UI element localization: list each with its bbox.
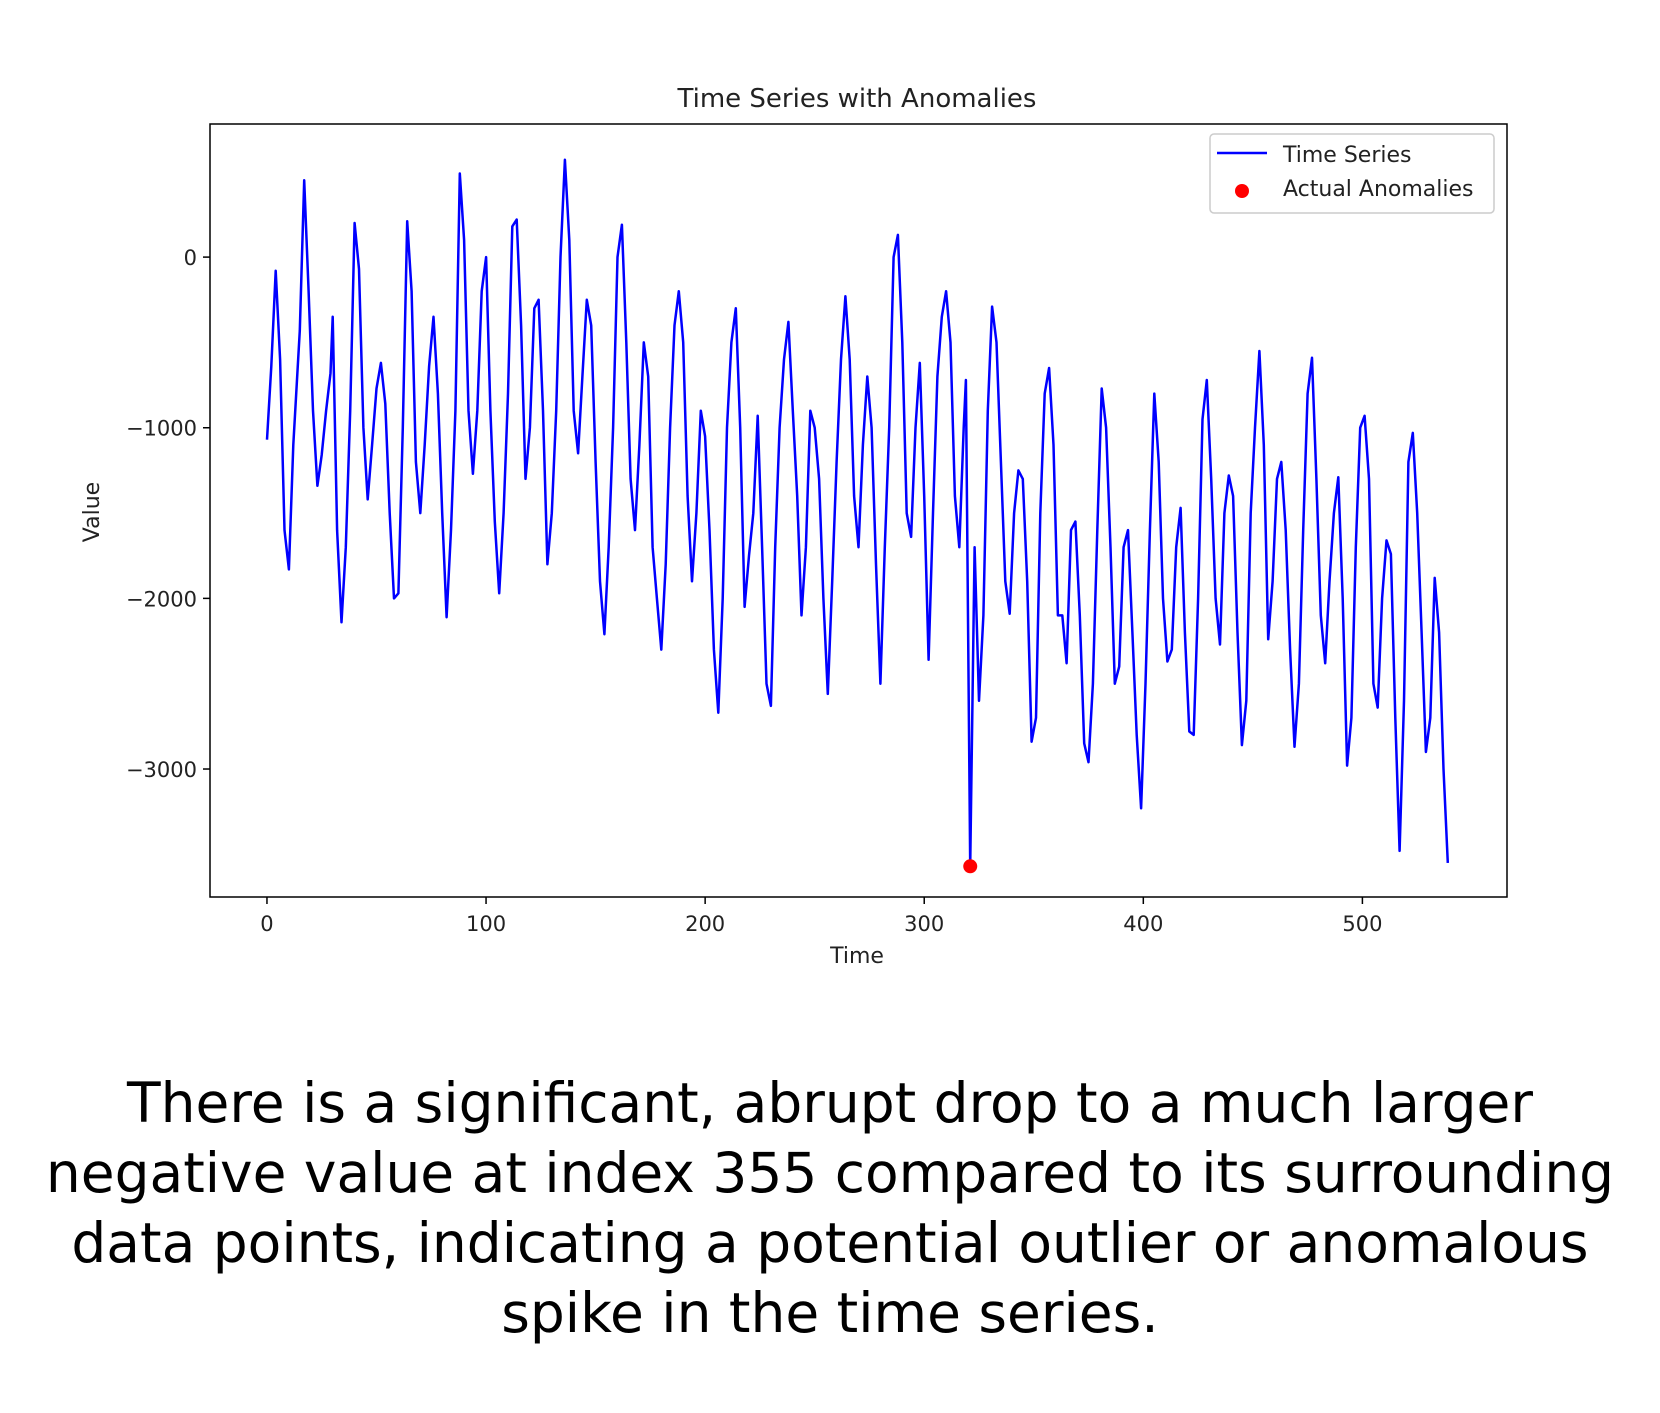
y-axis-label: Value bbox=[80, 482, 105, 542]
y-tick-label: −2000 bbox=[126, 587, 197, 611]
x-tick-label: 300 bbox=[904, 912, 944, 936]
legend: Time Series Actual Anomalies bbox=[1209, 133, 1495, 214]
x-tick-label: 100 bbox=[466, 912, 506, 936]
x-axis-ticks: 0 100 200 300 400 500 bbox=[260, 897, 1382, 936]
legend-dot-swatch bbox=[1235, 184, 1249, 198]
y-tick-label: −3000 bbox=[126, 758, 197, 782]
anomaly-point bbox=[963, 859, 978, 874]
legend-label-anomalies: Actual Anomalies bbox=[1283, 177, 1474, 202]
legend-box bbox=[1209, 133, 1495, 214]
y-tick-label: 0 bbox=[184, 246, 197, 270]
plot-area bbox=[209, 123, 1508, 898]
y-axis-ticks: 0 −1000 −2000 −3000 bbox=[126, 246, 210, 782]
anomaly-points bbox=[963, 859, 978, 874]
caption-text: There is a significant, abrupt drop to a… bbox=[45, 1071, 1615, 1345]
chart-title: Time Series with Anomalies bbox=[677, 84, 1037, 114]
x-tick-label: 200 bbox=[685, 912, 725, 936]
time-series-line bbox=[265, 158, 1450, 868]
x-tick-label: 0 bbox=[260, 912, 273, 936]
x-axis-label: Time bbox=[829, 944, 884, 969]
y-tick-label: −1000 bbox=[126, 417, 197, 441]
legend-label-time-series: Time Series bbox=[1282, 143, 1412, 168]
x-tick-label: 500 bbox=[1342, 912, 1382, 936]
x-tick-label: 400 bbox=[1123, 912, 1163, 936]
